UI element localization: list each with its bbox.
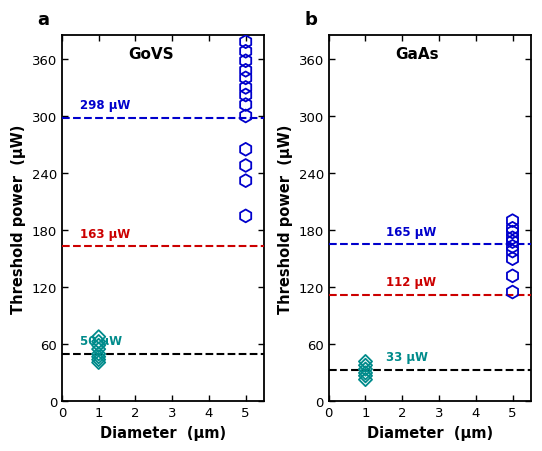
Point <box>361 362 370 369</box>
Point <box>241 85 250 92</box>
Point <box>204 314 213 322</box>
Point <box>472 251 480 258</box>
Point <box>204 243 213 250</box>
Point <box>94 353 103 360</box>
Point <box>508 225 517 232</box>
Point <box>241 68 250 75</box>
Point <box>241 162 250 170</box>
Y-axis label: Threshold power  (μW): Threshold power (μW) <box>11 124 26 313</box>
Point <box>508 239 517 246</box>
Point <box>241 146 250 153</box>
Point <box>204 303 213 310</box>
Point <box>508 289 517 296</box>
X-axis label: Diameter  (μm): Diameter (μm) <box>100 425 226 440</box>
Point <box>94 333 103 341</box>
Point <box>472 350 480 358</box>
Text: GoVS: GoVS <box>128 47 174 62</box>
Point <box>361 358 370 365</box>
Point <box>94 342 103 349</box>
Point <box>472 276 480 284</box>
Point <box>241 39 250 46</box>
Point <box>241 58 250 65</box>
Point <box>204 217 213 225</box>
Point <box>508 248 517 255</box>
Point <box>508 235 517 242</box>
Point <box>94 338 103 345</box>
Point <box>241 213 250 220</box>
Point <box>204 213 213 220</box>
Point <box>361 376 370 383</box>
Text: 50 μW: 50 μW <box>80 335 122 347</box>
Point <box>241 178 250 185</box>
Point <box>508 217 517 225</box>
Point <box>241 75 250 83</box>
Point <box>472 162 480 170</box>
Point <box>204 227 213 234</box>
Text: 163 μW: 163 μW <box>80 227 131 240</box>
X-axis label: Diameter  (μm): Diameter (μm) <box>367 425 493 440</box>
Point <box>361 373 370 380</box>
Point <box>241 102 250 109</box>
Point <box>204 235 213 242</box>
Point <box>94 359 103 366</box>
Point <box>472 320 480 327</box>
Y-axis label: Threshold power  (μW): Threshold power (μW) <box>278 124 293 313</box>
Point <box>94 346 103 353</box>
Point <box>94 350 103 358</box>
Text: b: b <box>305 11 318 29</box>
Text: 33 μW: 33 μW <box>386 350 428 364</box>
Text: 298 μW: 298 μW <box>80 99 131 112</box>
Point <box>508 243 517 250</box>
Text: GaAs: GaAs <box>396 47 439 62</box>
Point <box>361 369 370 377</box>
Point <box>204 115 213 122</box>
Point <box>241 113 250 120</box>
Text: 112 μW: 112 μW <box>386 276 436 289</box>
Point <box>94 356 103 364</box>
Point <box>204 275 213 282</box>
Point <box>508 256 517 263</box>
Point <box>204 239 213 246</box>
Text: 165 μW: 165 μW <box>386 226 436 238</box>
Point <box>508 272 517 280</box>
Point <box>204 170 213 177</box>
Point <box>241 49 250 56</box>
Text: a: a <box>37 11 50 29</box>
Point <box>508 229 517 236</box>
Point <box>361 366 370 373</box>
Point <box>241 92 250 99</box>
